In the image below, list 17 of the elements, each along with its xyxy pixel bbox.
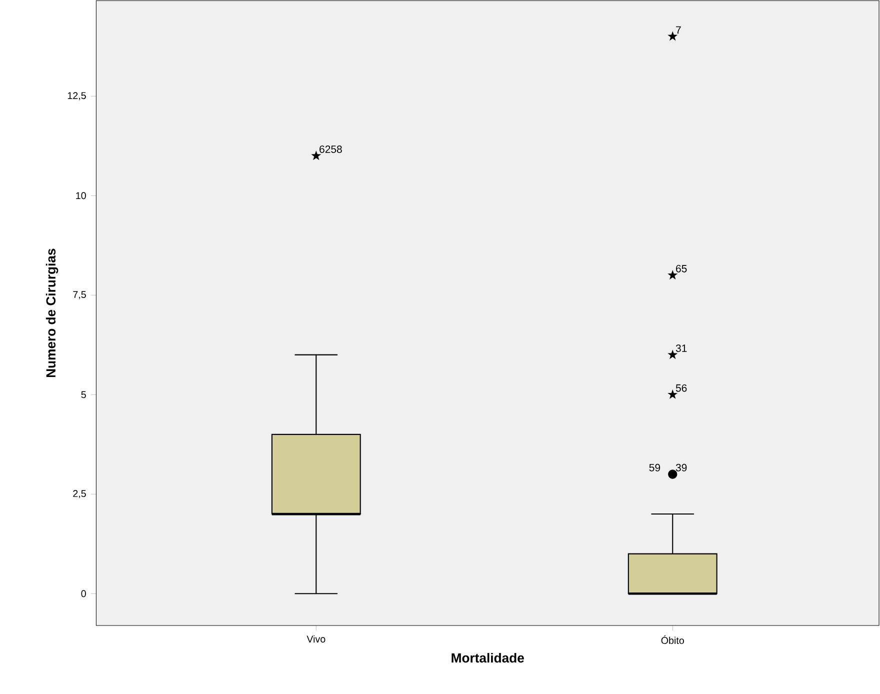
x-axis-title: Mortalidade — [452, 652, 524, 662]
annotation: 7 — [676, 26, 681, 34]
annotation: 6258 — [320, 145, 342, 153]
y-tick-label: 12,5 — [68, 92, 86, 100]
x-tick-label: Vivo — [306, 635, 326, 642]
y-tick-label: 7,5 — [73, 290, 86, 300]
annotation: 39 — [676, 464, 687, 472]
annotation: 31 — [676, 344, 687, 352]
annotation: 65 — [676, 264, 687, 272]
y-tick-label: 0 — [81, 590, 86, 597]
annotation: 56 — [676, 384, 687, 392]
y-tick-label: 2,5 — [73, 490, 86, 498]
annotation: 59 — [649, 464, 660, 472]
y-tick-label: 10 — [76, 192, 86, 199]
x-tick-label: Óbito — [661, 635, 684, 644]
y-axis-title: Numero de Cirurgias — [46, 248, 58, 377]
y-tick-label: 5 — [81, 391, 86, 398]
